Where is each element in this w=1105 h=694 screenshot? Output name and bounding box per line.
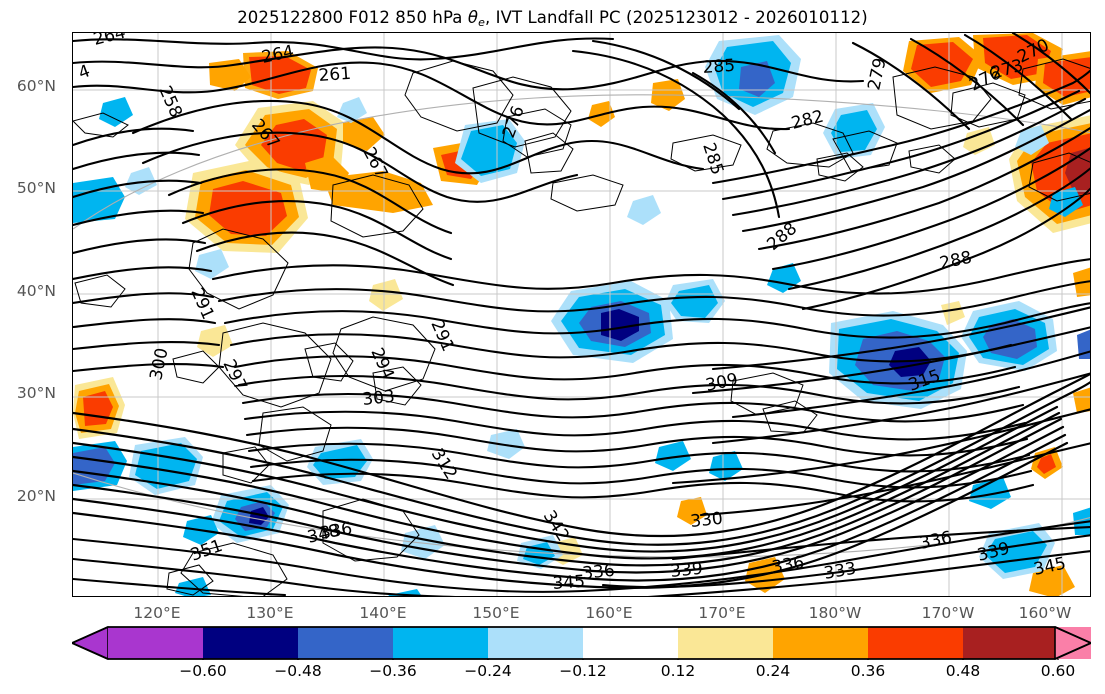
cbar-seg-purple	[108, 627, 203, 659]
colorbar-svg[interactable]	[72, 626, 1091, 660]
xtick-150e: 150°E	[472, 604, 520, 622]
xtick-130e: 130°E	[246, 604, 294, 622]
svg-text:345: 345	[552, 572, 586, 594]
cbar-seg-navy	[203, 627, 298, 659]
contour-lines-right	[571, 33, 1090, 311]
xtick-170e: 170°E	[698, 604, 746, 622]
title-init: 2025122800	[237, 8, 344, 27]
cbar-tick-label-10: 0.60	[1040, 662, 1076, 680]
cbar-tick-label-8: 0.36	[850, 662, 886, 680]
coastlines	[73, 58, 1090, 596]
cbar-seg-white	[583, 627, 678, 659]
shading-negative	[73, 35, 1090, 596]
svg-text:330: 330	[689, 509, 723, 532]
contour-lines	[73, 37, 865, 373]
cbar-tick-label-3: −0.36	[369, 662, 417, 680]
ytick-60n: 60°N	[16, 77, 56, 95]
xtick-160w: 160°W	[1018, 604, 1072, 622]
cbar-seg-blue	[298, 627, 393, 659]
cbar-tick-label-5: −0.12	[559, 662, 607, 680]
cbar-tick-label-7: 0.24	[755, 662, 791, 680]
cbar-seg-orange	[773, 627, 868, 659]
cbar-under-wedge	[72, 626, 109, 660]
title-lead: F012	[348, 8, 390, 27]
title-level: 850 hPa	[395, 8, 463, 27]
xtick-120e: 120°E	[133, 604, 181, 622]
svg-text:285: 285	[702, 56, 736, 78]
colorbar-segments	[72, 626, 1091, 660]
xtick-160e: 160°E	[585, 604, 633, 622]
cbar-seg-cyan	[393, 627, 488, 659]
svg-text:339: 339	[669, 559, 703, 582]
ytick-50n: 50°N	[16, 179, 56, 197]
ytick-20n: 20°N	[16, 487, 56, 505]
contour-lines-midlat	[211, 258, 1090, 503]
xtick-170w: 170°W	[921, 604, 975, 622]
colorbar[interactable]: −0.60 −0.48 −0.36 −0.24 −0.12 0.12 0.24 …	[0, 626, 1105, 694]
title-variable-subscript: e	[478, 16, 485, 29]
contour-lines-south	[73, 306, 1090, 596]
xtick-140e: 140°E	[359, 604, 407, 622]
title-variable-symbol: θ	[467, 8, 479, 27]
map-plot-area[interactable]: 264 4 264 261 267 258 267 276 285 285 28…	[72, 32, 1091, 597]
title-field: IVT Landfall PC	[495, 8, 621, 27]
cbar-seg-lightblue	[488, 627, 583, 659]
cbar-seg-darkred	[963, 627, 1058, 659]
cbar-tick-label-4: −0.24	[464, 662, 512, 680]
svg-text:336: 336	[581, 561, 615, 584]
ytick-30n: 30°N	[16, 384, 56, 402]
contour-map-svg: 264 4 264 261 267 258 267 276 285 285 28…	[73, 33, 1090, 596]
page-title: 2025122800 F012 850 hPa θe, IVT Landfall…	[237, 8, 868, 29]
cbar-seg-orangered	[868, 627, 963, 659]
cbar-tick-label-1: −0.60	[179, 662, 227, 680]
xtick-180w: 180°W	[808, 604, 862, 622]
cbar-tick-label-2: −0.48	[274, 662, 322, 680]
title-valid-range: (2025123012 - 2026010112)	[626, 8, 868, 27]
svg-text:261: 261	[318, 64, 352, 86]
svg-text:303: 303	[361, 387, 395, 410]
cbar-seg-paleyellow	[678, 627, 773, 659]
cbar-tick-label-9: 0.48	[945, 662, 981, 680]
ytick-40n: 40°N	[16, 282, 56, 300]
cbar-tick-label-6: 0.12	[660, 662, 696, 680]
